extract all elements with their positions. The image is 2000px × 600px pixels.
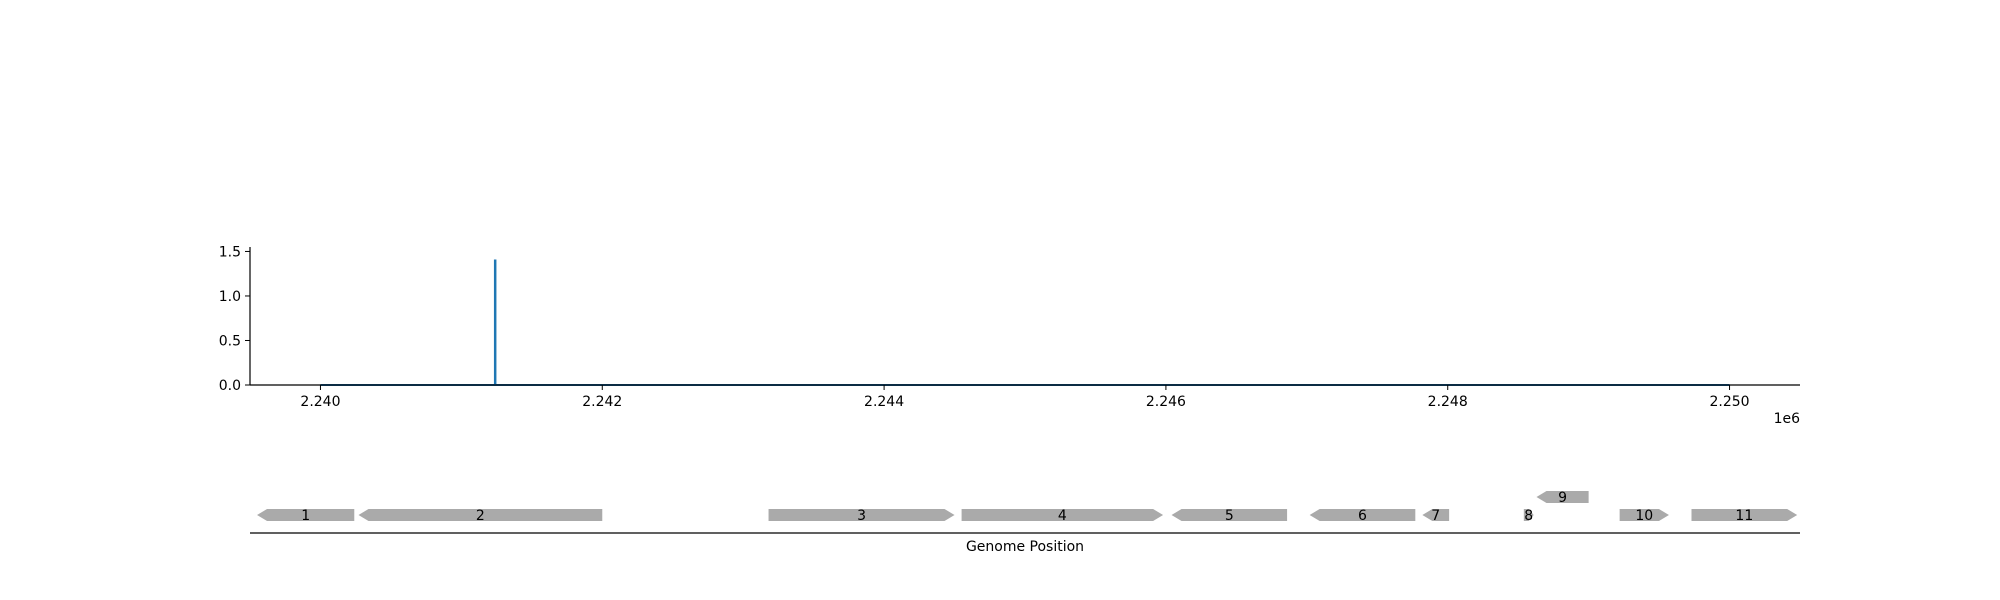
gene-marks: 1 2 3 4 5 6 7 8 9 10 11 [257,490,1798,524]
gene-label: 7 [1431,508,1440,524]
gene-arrow [1309,509,1416,521]
y-tick-label: 1.0 [219,289,241,305]
gene-arrow [257,509,355,521]
x-tick-label: 2.240 [300,394,340,410]
x-tick-label: 2.242 [582,394,622,410]
gene-label: 1 [301,508,310,524]
gene-arrow [1619,509,1669,521]
gene-label: 11 [1735,508,1753,524]
gene-label: 4 [1058,508,1067,524]
coverage-panel: 2.240 2.242 2.244 2.246 2.248 2.250 0.0 0.5 1.0… [219,244,1800,427]
gene-label: 9 [1558,490,1567,506]
y-axis-ticks: 0.0 0.5 1.0 1.5 [219,244,250,394]
gene-arrow [1523,509,1534,521]
gene-label: 2 [476,508,485,524]
x-tick-label: 2.246 [1146,394,1186,410]
gene-arrow [1691,509,1798,521]
gene-arrow [1422,509,1450,521]
y-tick-label: 0.5 [219,333,241,349]
gene-axis-label: Genome Position [966,539,1084,555]
gene-label: 6 [1358,508,1367,524]
y-tick-label: 0.0 [219,378,241,394]
x-tick-label: 2.250 [1709,394,1749,410]
x-offset-label: 1e6 [1774,411,1801,427]
coverage-marks [320,259,1730,386]
gene-arrow [961,509,1164,521]
gene-arrow [1171,509,1288,521]
gene-label: 10 [1635,508,1653,524]
y-tick-label: 1.5 [219,244,241,260]
gene-arrow [358,509,603,521]
x-tick-label: 2.248 [1428,394,1468,410]
gene-label: 5 [1225,508,1234,524]
gene-label: 3 [857,508,866,524]
gene-label: 8 [1524,508,1533,524]
gene-track-panel: 1 2 3 4 5 6 7 8 9 10 11 Genome Position [250,490,1800,555]
x-tick-label: 2.244 [864,394,904,410]
x-axis-ticks: 2.240 2.242 2.244 2.246 2.248 2.250 [300,385,1750,410]
gene-arrow [768,509,955,521]
gene-arrow [1536,491,1589,503]
